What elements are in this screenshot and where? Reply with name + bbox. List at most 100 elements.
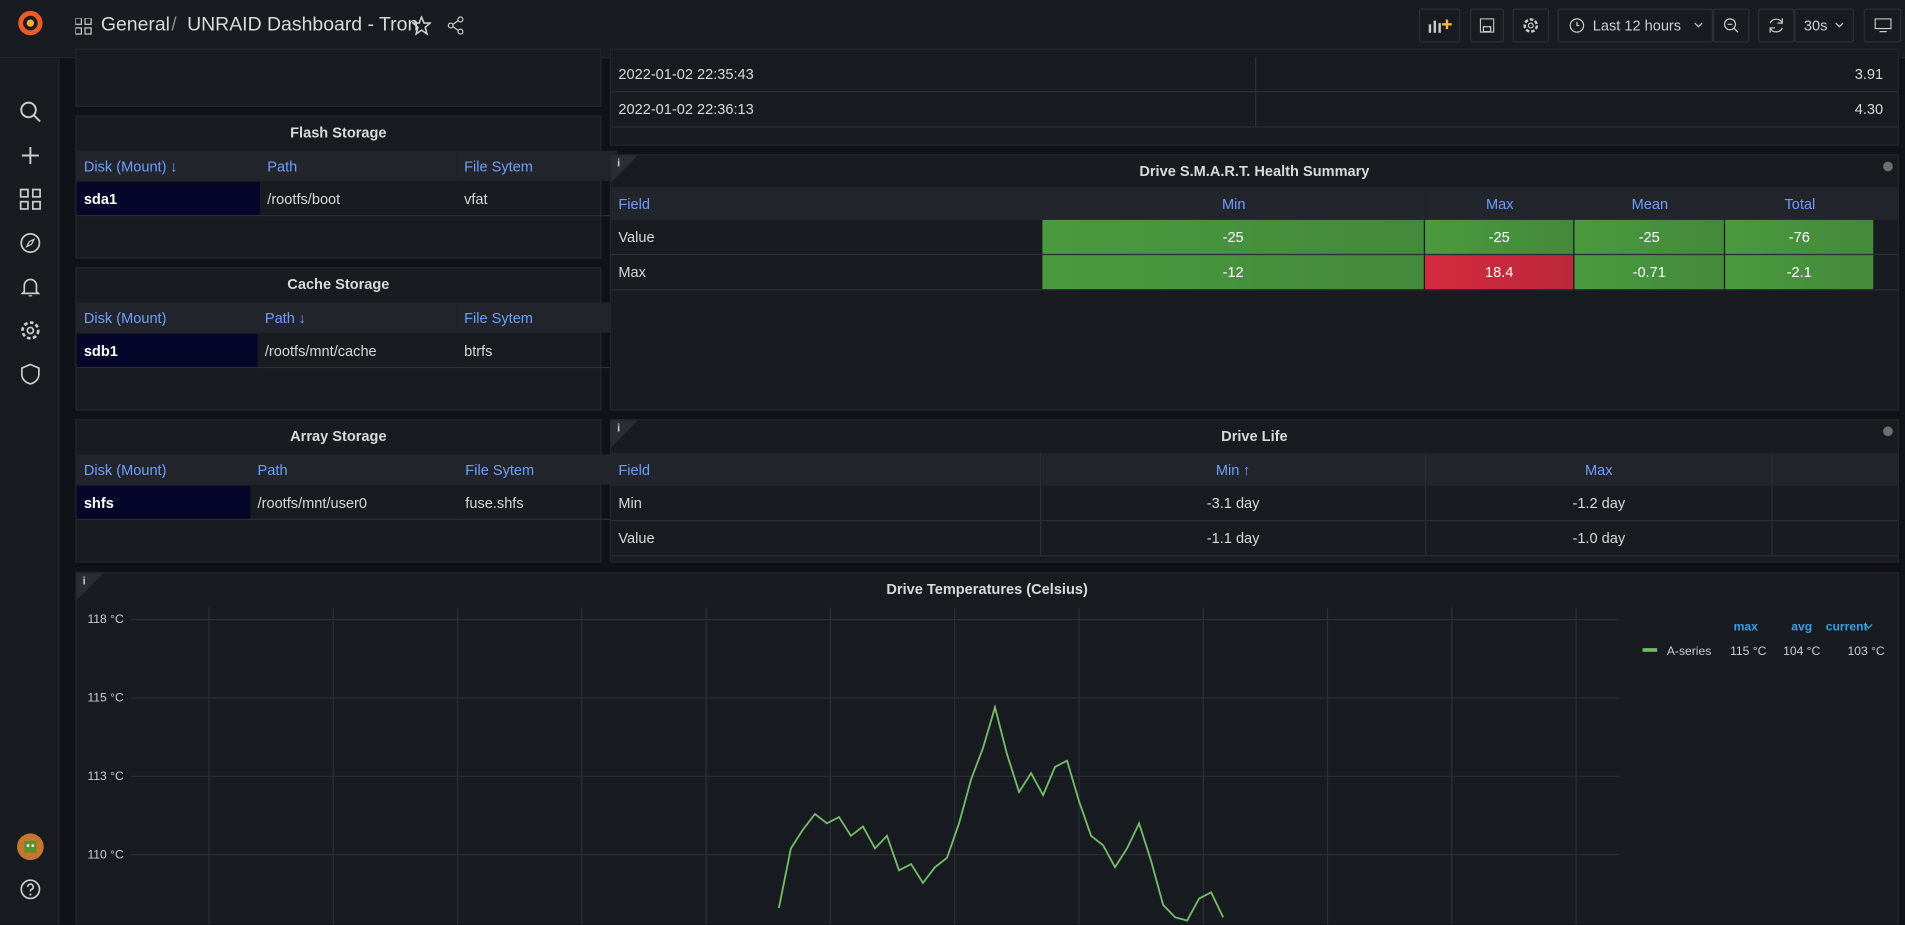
table-cell: -1.0 day bbox=[1426, 521, 1773, 557]
column-header[interactable]: Min ↑ bbox=[1041, 453, 1427, 486]
grafana-logo[interactable] bbox=[15, 7, 47, 39]
tv-mode-button[interactable] bbox=[1863, 8, 1902, 43]
column-header[interactable]: Min bbox=[1042, 187, 1426, 220]
alerting-icon[interactable] bbox=[19, 276, 41, 298]
panel-title: Drive S.M.A.R.T. Health Summary bbox=[1139, 162, 1370, 180]
legend-header[interactable]: max bbox=[1734, 620, 1759, 634]
colored-cell: -25 bbox=[1574, 219, 1726, 256]
breadcrumb-folder[interactable]: General bbox=[100, 14, 170, 36]
drive-life-panel: i Drive Life Field Min ↑ Max Min -3.1 day -1.2 d… bbox=[609, 419, 1899, 563]
panel-title: Drive Temperatures (Celsius) bbox=[886, 580, 1088, 598]
zoom-out-button[interactable] bbox=[1713, 8, 1750, 43]
column-header[interactable]: Path ↓ bbox=[257, 302, 457, 333]
table-cell: Max bbox=[611, 255, 1043, 291]
breadcrumb-separator: / bbox=[171, 14, 177, 36]
sort-icon: ↓ bbox=[170, 157, 178, 175]
flash-storage-panel: Flash Storage Disk (Mount) ↓ Path File Sytem… bbox=[75, 115, 618, 259]
info-corner[interactable]: i bbox=[611, 420, 638, 448]
table-cell: /rootfs/mnt/user0 bbox=[250, 486, 459, 520]
column-header[interactable]: File Sytem bbox=[458, 454, 603, 485]
info-icon: i bbox=[82, 574, 86, 587]
column-header[interactable]: File Sytem bbox=[456, 150, 603, 182]
colored-cell: -2.1 bbox=[1725, 255, 1875, 291]
refresh-icon bbox=[1769, 18, 1783, 33]
share-button[interactable] bbox=[446, 16, 465, 35]
column-header[interactable]: Path bbox=[259, 150, 457, 182]
table-cell: fuse.shfs bbox=[458, 486, 603, 520]
smart-summary-panel: i Drive S.M.A.R.T. Health Summary Field Min… bbox=[609, 154, 1899, 411]
add-panel-button[interactable] bbox=[1419, 8, 1461, 43]
legend-value: 115 °C bbox=[1730, 644, 1767, 658]
colored-cell: 18.4 bbox=[1425, 255, 1575, 291]
table-cell: -1.1 day bbox=[1041, 521, 1427, 557]
sort-icon: ↑ bbox=[1243, 461, 1251, 479]
chevron bbox=[1694, 22, 1703, 28]
chevron bbox=[1835, 22, 1844, 28]
column-header[interactable]: Field bbox=[611, 453, 1042, 486]
column-header[interactable]: Disk (Mount) ↓ bbox=[76, 150, 260, 182]
sort-icon bbox=[1864, 624, 1873, 629]
server-admin-icon[interactable] bbox=[19, 363, 41, 385]
column-header bbox=[1874, 187, 1898, 220]
refresh-button[interactable] bbox=[1757, 8, 1795, 43]
y-tick-label: 118 °C bbox=[87, 612, 124, 626]
star-button[interactable] bbox=[411, 15, 432, 36]
colored-cell: -12 bbox=[1042, 255, 1426, 291]
status-dot bbox=[1883, 426, 1893, 437]
sort-icon: ↓ bbox=[298, 309, 306, 327]
column-header[interactable]: Mean bbox=[1574, 187, 1726, 220]
column-header[interactable]: Max bbox=[1425, 187, 1575, 220]
panel-title: Array Storage bbox=[290, 427, 387, 445]
info-corner[interactable]: i bbox=[611, 155, 638, 183]
legend-label[interactable]: A-series bbox=[1667, 644, 1711, 658]
table-cell bbox=[1772, 486, 1898, 522]
info-icon: i bbox=[617, 421, 621, 434]
table-cell bbox=[602, 486, 618, 520]
column-header[interactable]: Max bbox=[1426, 453, 1773, 486]
y-tick-label: 115 °C bbox=[87, 691, 124, 705]
column-header[interactable]: Total bbox=[1725, 187, 1875, 220]
table-cell: btrfs bbox=[456, 334, 603, 369]
search-icon[interactable] bbox=[19, 101, 41, 123]
dashboards-icon[interactable] bbox=[19, 188, 41, 210]
legend-header[interactable]: avg bbox=[1791, 620, 1812, 634]
column-header[interactable]: Disk (Mount) bbox=[76, 302, 258, 333]
table-cell: 4.30 bbox=[1256, 92, 1898, 128]
side-menu bbox=[0, 58, 60, 925]
disk-cell: sda1 bbox=[76, 182, 260, 217]
legend-value: 103 °C bbox=[1847, 644, 1884, 658]
create-icon[interactable] bbox=[19, 145, 41, 167]
breadcrumb-dashboard[interactable]: UNRAID Dashboard - Tron bbox=[187, 14, 419, 36]
legend-header[interactable]: current bbox=[1826, 620, 1868, 634]
table-cell: vfat bbox=[456, 182, 603, 217]
table-cell: 2022-01-02 22:36:13 bbox=[611, 92, 1257, 128]
panel-title: Flash Storage bbox=[290, 123, 387, 141]
info-corner[interactable]: i bbox=[76, 573, 104, 601]
column-header[interactable]: File Sytem bbox=[456, 302, 603, 333]
table-cell: /rootfs/mnt/cache bbox=[257, 334, 457, 369]
clock-icon bbox=[1569, 18, 1585, 33]
drive-temperatures-panel: i Drive Temperatures (Celsius) bbox=[75, 572, 1899, 925]
refresh-interval[interactable]: 30s bbox=[1794, 8, 1854, 43]
column-header[interactable]: Disk (Mount) bbox=[76, 454, 251, 485]
explore-icon[interactable] bbox=[19, 232, 41, 254]
settings-button[interactable] bbox=[1512, 8, 1549, 43]
panel-title: Cache Storage bbox=[287, 275, 390, 293]
table-cell: -1.2 day bbox=[1426, 485, 1773, 522]
help-icon[interactable] bbox=[19, 878, 41, 900]
column-header[interactable]: Path bbox=[250, 454, 459, 485]
status-dot bbox=[1883, 161, 1893, 172]
table-cell bbox=[1772, 521, 1898, 557]
panel-title: Drive Life bbox=[1221, 427, 1288, 445]
time-range: Last 12 hours bbox=[1592, 17, 1682, 35]
refresh-interval-value: 30s bbox=[1803, 17, 1828, 35]
configuration-icon[interactable] bbox=[19, 320, 41, 342]
table-cell: 3.91 bbox=[1256, 57, 1898, 93]
user-avatar[interactable] bbox=[16, 832, 45, 861]
y-tick-label: 113 °C bbox=[87, 769, 124, 783]
save-button[interactable] bbox=[1470, 8, 1505, 43]
y-tick-label: 110 °C bbox=[87, 847, 124, 861]
time-picker[interactable]: Last 12 hours bbox=[1557, 8, 1714, 43]
column-header[interactable]: Field bbox=[611, 187, 1043, 220]
